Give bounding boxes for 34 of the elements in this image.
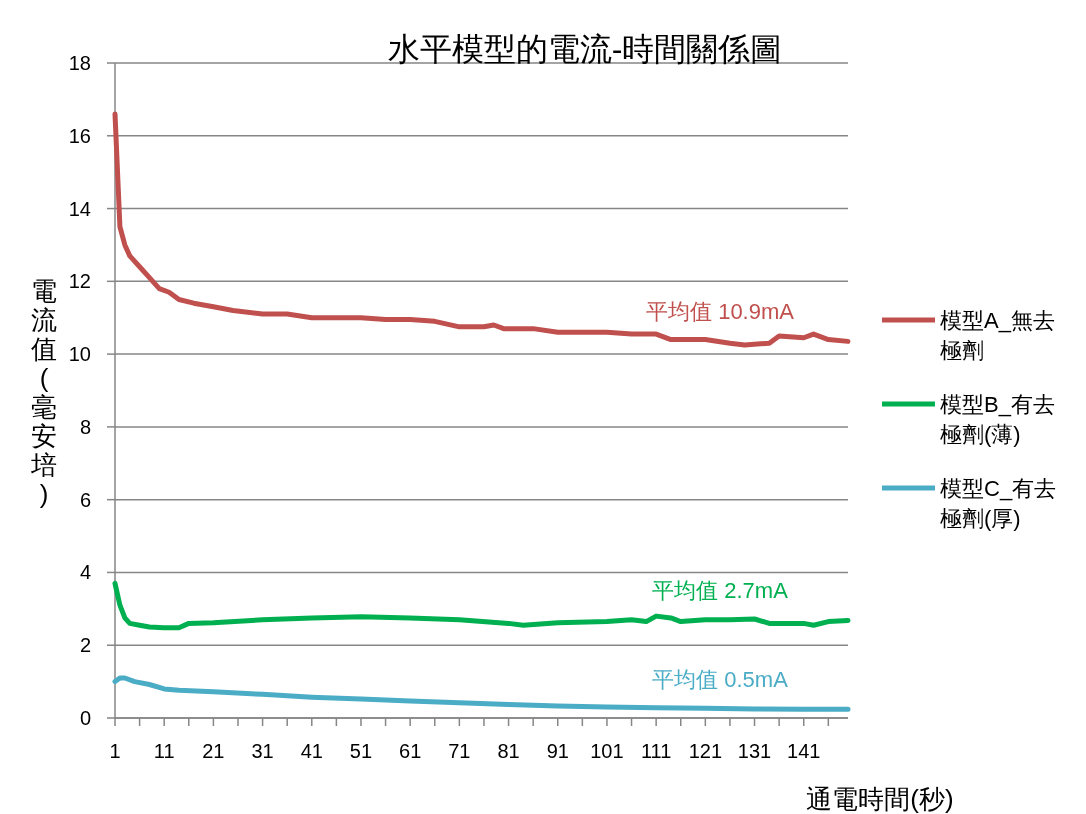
x-tick-label: 61: [399, 740, 422, 762]
legend-label: 模型C_有去極劑(厚): [940, 476, 1057, 531]
y-tick-label: 0: [79, 707, 91, 729]
x-tick-label: 81: [497, 740, 520, 762]
x-tick-label: 121: [688, 740, 723, 762]
y-tick-label: 2: [79, 634, 91, 657]
x-tick-label: 91: [546, 740, 569, 762]
x-tick-label: 21: [202, 740, 225, 762]
legend-label: 模型A_無去極劑: [940, 308, 1055, 363]
x-tick-label: 11: [153, 740, 175, 762]
legend-label: 模型B_有去極劑(薄): [940, 392, 1055, 447]
x-tick-label: 111: [640, 740, 672, 762]
x-tick-label: 1: [109, 740, 121, 762]
annotation: 平均值 0.5mA: [652, 667, 789, 693]
y-tick-label: 18: [68, 52, 91, 74]
y-tick-label: 10: [68, 343, 91, 366]
y-tick-label: 4: [79, 561, 91, 584]
y-tick-label: 16: [68, 124, 91, 147]
x-axis-title: 通電時間(秒): [806, 784, 954, 814]
y-tick-label: 12: [68, 270, 91, 293]
x-tick-label: 71: [448, 740, 471, 762]
x-tick-label: 101: [590, 740, 624, 762]
x-tick-label: 131: [737, 740, 772, 762]
y-tick-label: 6: [79, 488, 91, 511]
annotation: 平均值 10.9mA: [646, 299, 795, 325]
y-axis-title: 電流值(毫安培): [30, 276, 57, 509]
x-tick-label: 141: [787, 740, 821, 762]
y-tick-label: 8: [79, 415, 91, 438]
x-tick-label: 41: [300, 740, 323, 762]
x-tick-label: 31: [251, 740, 274, 762]
y-tick-label: 14: [68, 197, 91, 220]
x-tick-label: 51: [349, 740, 373, 762]
chart-title: 水平模型的電流-時間關係圖: [387, 31, 783, 67]
annotation: 平均值 2.7mA: [652, 578, 789, 604]
